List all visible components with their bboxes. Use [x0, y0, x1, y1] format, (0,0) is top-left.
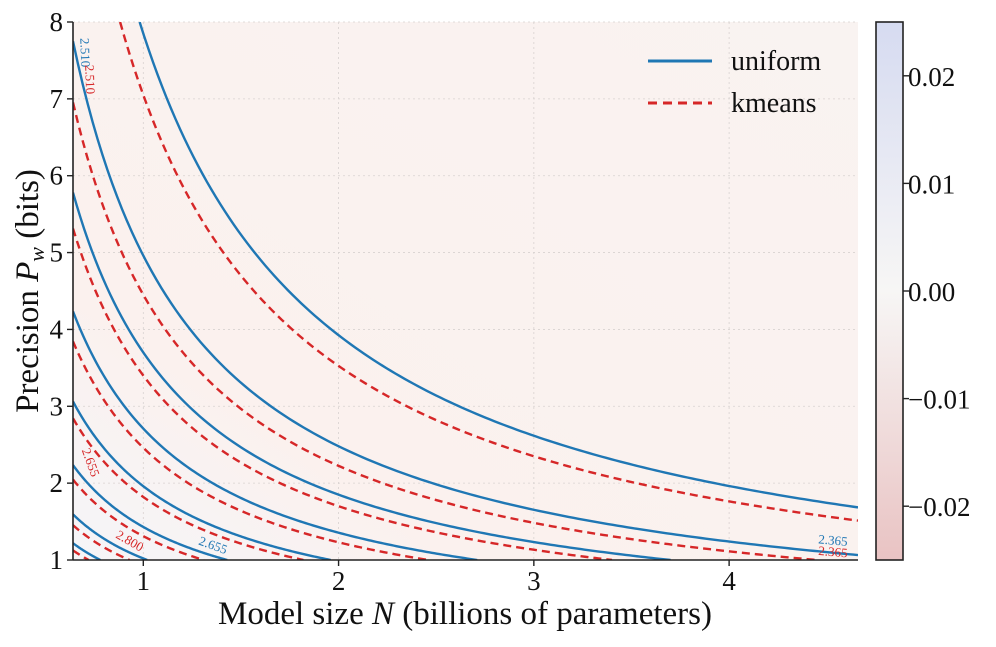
y-tick-label: 5 [50, 238, 64, 268]
y-tick-label: 6 [50, 161, 64, 191]
uniform-contour-line [73, 513, 148, 560]
contour-label: 2.365 [818, 543, 848, 560]
kmeans-contour-line [73, 417, 304, 560]
kmeans-contour-line [73, 340, 429, 560]
contour-lines [73, 22, 858, 560]
colorbar-tick-label: 0.01 [908, 169, 955, 199]
kmeans-contour-line [73, 549, 90, 560]
uniform-contour-line [73, 464, 228, 560]
uniform-contour-line [73, 40, 858, 557]
kmeans-contour-line [73, 478, 205, 560]
legend-kmeans-label: kmeans [731, 88, 817, 119]
colorbar-tick-label: 0.00 [908, 277, 955, 307]
x-tick-label: 2 [332, 566, 346, 596]
legend-uniform-label: uniform [731, 46, 821, 77]
uniform-contour-line [138, 22, 858, 509]
x-tick-label: 3 [527, 566, 541, 596]
x-ticks: 1 2 3 4 [137, 560, 736, 596]
x-tick-label: 4 [722, 566, 736, 596]
kmeans-contour-line [73, 102, 818, 560]
uniform-contour-line [73, 192, 671, 560]
y-ticks: 1 2 3 4 5 6 7 8 [50, 7, 73, 575]
uniform-contour-line [73, 542, 101, 560]
y-tick-label: 7 [50, 84, 64, 114]
y-tick-label: 4 [50, 314, 64, 344]
uniform-contour-line [73, 400, 331, 560]
x-axis-label: Model size N (billions of parameters) [218, 596, 712, 632]
colorbar-tick-label: −0.02 [908, 492, 970, 522]
contour-label: 2.510 [82, 65, 98, 95]
contour-label: 2.365 [818, 531, 848, 548]
y-tick-label: 3 [50, 391, 64, 421]
x-tick-label: 1 [137, 566, 151, 596]
plot-background [73, 22, 858, 560]
colorbar-tick-label: −0.01 [908, 385, 970, 415]
y-tick-label: 2 [50, 468, 64, 498]
contour-label: 2.510 [77, 38, 93, 68]
y-tick-label: 8 [50, 7, 64, 37]
kmeans-contour-line [73, 228, 613, 560]
colorbar: 0.02 0.01 0.00 −0.01 −0.02 [875, 21, 970, 561]
kmeans-contour-line [118, 22, 858, 522]
colorbar-gradient [875, 21, 904, 561]
y-tick-label: 1 [50, 545, 64, 575]
colorbar-tick-label: 0.02 [908, 62, 955, 92]
uniform-contour-line [73, 310, 478, 560]
y-axis-label: Precision Pw (bits) [10, 169, 49, 413]
kmeans-contour-line [73, 524, 131, 560]
legend: uniform kmeans [648, 46, 821, 119]
colorbar-ticks: 0.02 0.01 0.00 −0.01 −0.02 [903, 62, 970, 522]
